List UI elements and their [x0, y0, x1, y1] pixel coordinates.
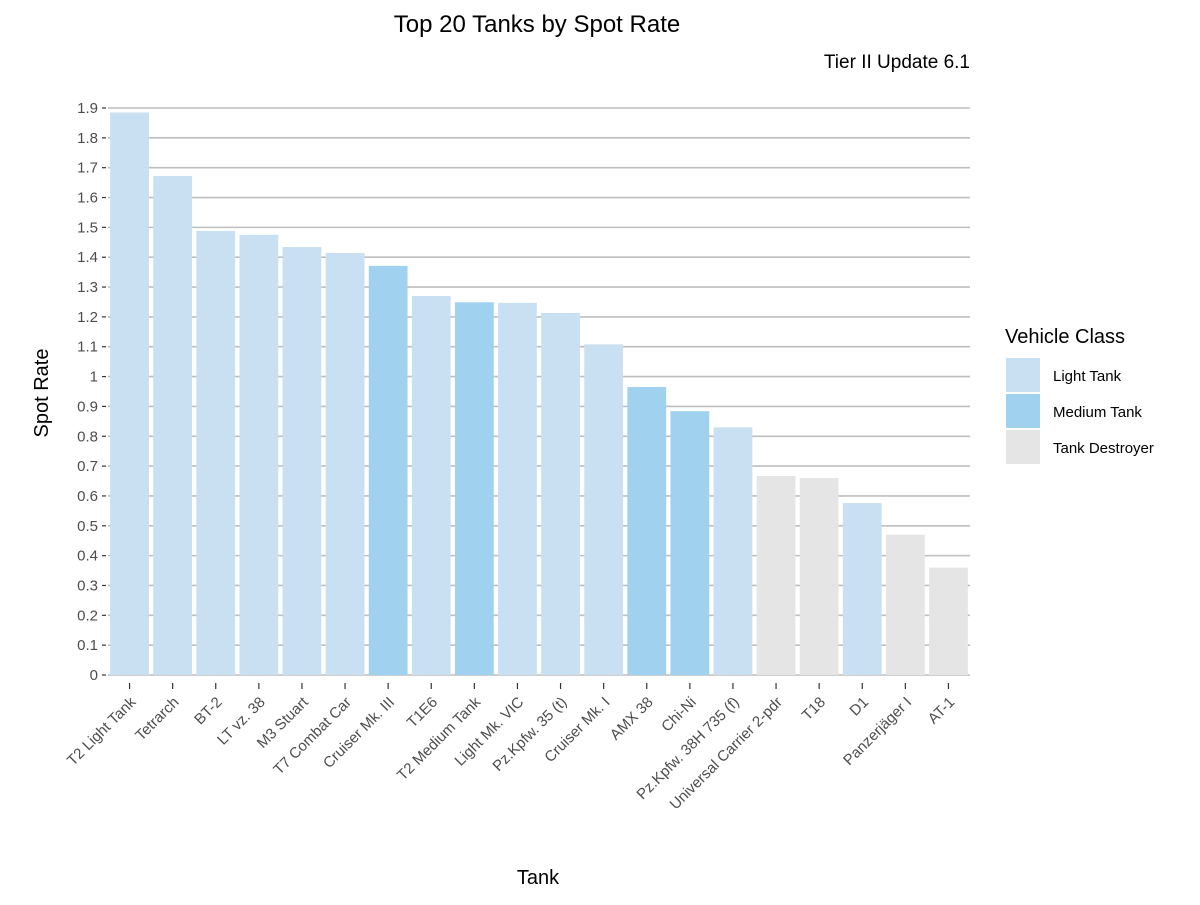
- y-tick-label: 0.7: [77, 458, 98, 475]
- bar: [153, 176, 193, 676]
- y-tick-label: 0.5: [77, 518, 98, 535]
- bar: [498, 302, 537, 675]
- y-axis-ticks: 0 0.1 0.2 0.3 0.4 0.5 0.6 0.7 0.8 0.9 1 1.1 1.2 1.3 1.…: [77, 100, 106, 684]
- bar: [282, 247, 322, 675]
- legend-label: Light Tank: [1053, 368, 1122, 385]
- bar: [325, 253, 365, 675]
- y-tick-label: 1.5: [77, 219, 98, 236]
- legend-label: Medium Tank: [1053, 404, 1142, 421]
- gridlines: [108, 107, 970, 676]
- x-tick-label: AMX 38: [607, 694, 657, 744]
- y-tick-label: 0.6: [77, 488, 98, 505]
- y-tick-label: 1.2: [77, 309, 98, 326]
- bar: [885, 534, 925, 675]
- x-tick-label: AT-1: [925, 694, 959, 728]
- y-tick-label: 1.6: [77, 190, 98, 207]
- x-axis-label: Tank: [517, 867, 560, 889]
- x-tick-label: Pz.Kpfw. 35 (t): [489, 694, 570, 775]
- y-tick-label: 1.1: [77, 339, 98, 356]
- bar: [627, 387, 667, 675]
- x-tick-label: T1E6: [404, 694, 441, 731]
- bar: [713, 427, 753, 675]
- bar: [411, 296, 451, 675]
- bar: [454, 302, 494, 675]
- chart-title: Top 20 Tanks by Spot Rate: [394, 11, 680, 38]
- bar: [799, 478, 839, 675]
- y-axis-label: Spot Rate: [31, 349, 53, 438]
- bar: [584, 344, 624, 675]
- bar: [756, 475, 796, 675]
- y-tick-label: 0: [90, 667, 98, 684]
- legend-key: [1006, 430, 1040, 464]
- chart-subtitle: Tier II Update 6.1: [824, 52, 970, 73]
- bar: [368, 265, 408, 675]
- bars: [110, 112, 968, 676]
- y-tick-label: 1.9: [77, 100, 98, 117]
- bar: [929, 567, 968, 675]
- y-tick-label: 0.9: [77, 398, 98, 415]
- legend-title: Vehicle Class: [1005, 326, 1125, 348]
- legend-key: [1006, 394, 1040, 428]
- x-tick-label: T18: [799, 694, 829, 724]
- x-tick-label: T2 Light Tank: [64, 693, 140, 769]
- x-tick-label: T7 Combat Car: [270, 694, 355, 779]
- bar: [541, 313, 580, 675]
- y-tick-label: 1: [90, 369, 98, 386]
- bar: [239, 234, 279, 675]
- legend-key: [1006, 358, 1040, 392]
- bar: [196, 230, 236, 676]
- y-tick-label: 1.3: [77, 279, 98, 296]
- y-tick-label: 1.7: [77, 160, 98, 177]
- y-tick-label: 0.4: [77, 548, 98, 565]
- legend: Vehicle Class Light Tank Medium Tank Tank …: [1005, 326, 1154, 464]
- x-tick-label: Tetrarch: [132, 694, 182, 744]
- x-tick-label: Chi-Ni: [658, 694, 699, 735]
- y-tick-label: 1.4: [77, 249, 98, 266]
- y-tick-label: 0.1: [77, 637, 98, 654]
- bar: [842, 503, 882, 675]
- y-tick-label: 1.8: [77, 130, 98, 147]
- x-tick-label: D1: [846, 694, 872, 720]
- legend-label: Tank Destroyer: [1053, 440, 1154, 457]
- x-tick-label: BT-2: [191, 694, 225, 728]
- bar: [110, 112, 149, 675]
- y-tick-label: 0.8: [77, 428, 98, 445]
- y-tick-label: 0.2: [77, 607, 98, 624]
- y-tick-label: 0.3: [77, 577, 98, 594]
- bar: [670, 411, 710, 675]
